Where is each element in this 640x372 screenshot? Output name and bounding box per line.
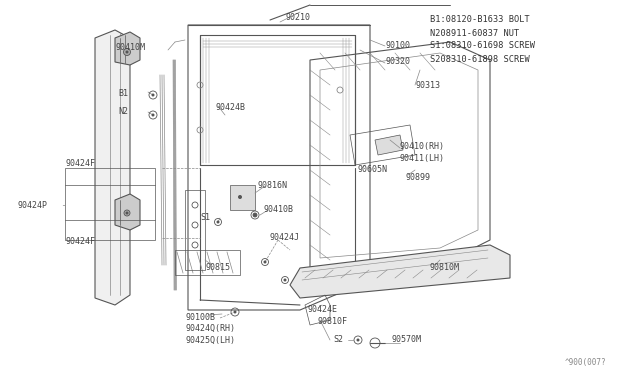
Circle shape	[216, 221, 220, 224]
Circle shape	[125, 51, 129, 54]
Polygon shape	[375, 135, 403, 155]
Circle shape	[356, 339, 360, 341]
Text: 90570M: 90570M	[392, 336, 422, 344]
Text: 90313: 90313	[415, 80, 440, 90]
Text: S1:08310-61698 SCREW: S1:08310-61698 SCREW	[430, 42, 535, 51]
Text: 90899: 90899	[406, 173, 431, 182]
Text: B1: B1	[118, 89, 128, 97]
Text: 90320: 90320	[386, 58, 411, 67]
Text: 90810M: 90810M	[430, 263, 460, 272]
Circle shape	[284, 279, 287, 282]
Text: 90410B: 90410B	[264, 205, 294, 215]
Text: N208911-60837 NUT: N208911-60837 NUT	[430, 29, 519, 38]
Polygon shape	[290, 245, 510, 298]
Text: 90210: 90210	[285, 13, 310, 22]
Polygon shape	[95, 30, 130, 305]
Text: 90410M: 90410M	[115, 44, 145, 52]
Text: S2: S2	[333, 336, 343, 344]
Text: 90424P: 90424P	[18, 201, 48, 209]
Text: 90425Q(LH): 90425Q(LH)	[185, 336, 235, 344]
Text: N2: N2	[118, 108, 128, 116]
Text: 90424B: 90424B	[215, 103, 245, 112]
Polygon shape	[115, 32, 140, 65]
Text: 90424F: 90424F	[65, 160, 95, 169]
Text: 90424F: 90424F	[65, 237, 95, 247]
Text: 90815: 90815	[205, 263, 230, 272]
Text: 90100: 90100	[386, 42, 411, 51]
Circle shape	[253, 213, 257, 217]
Text: 90605N: 90605N	[358, 166, 388, 174]
Text: 90816N: 90816N	[258, 182, 288, 190]
Circle shape	[234, 311, 237, 314]
Circle shape	[152, 93, 154, 96]
Text: 90424J: 90424J	[270, 234, 300, 243]
Text: 90424E: 90424E	[308, 305, 338, 314]
Circle shape	[124, 210, 130, 216]
Text: 90424Q(RH): 90424Q(RH)	[185, 324, 235, 333]
Text: 90100B: 90100B	[185, 312, 215, 321]
Text: 90411(LH): 90411(LH)	[400, 154, 445, 163]
Circle shape	[152, 113, 154, 116]
Circle shape	[125, 212, 129, 215]
Circle shape	[238, 195, 242, 199]
Text: S1: S1	[200, 214, 210, 222]
Text: B1:08120-B1633 BOLT: B1:08120-B1633 BOLT	[430, 16, 530, 25]
Text: ^900(007?: ^900(007?	[565, 357, 607, 366]
Polygon shape	[115, 194, 140, 230]
Text: 90410(RH): 90410(RH)	[400, 141, 445, 151]
Text: S208310-61898 SCREW: S208310-61898 SCREW	[430, 55, 530, 64]
Circle shape	[124, 48, 131, 55]
Circle shape	[264, 260, 266, 263]
Text: 90810F: 90810F	[318, 317, 348, 327]
Polygon shape	[230, 185, 255, 210]
